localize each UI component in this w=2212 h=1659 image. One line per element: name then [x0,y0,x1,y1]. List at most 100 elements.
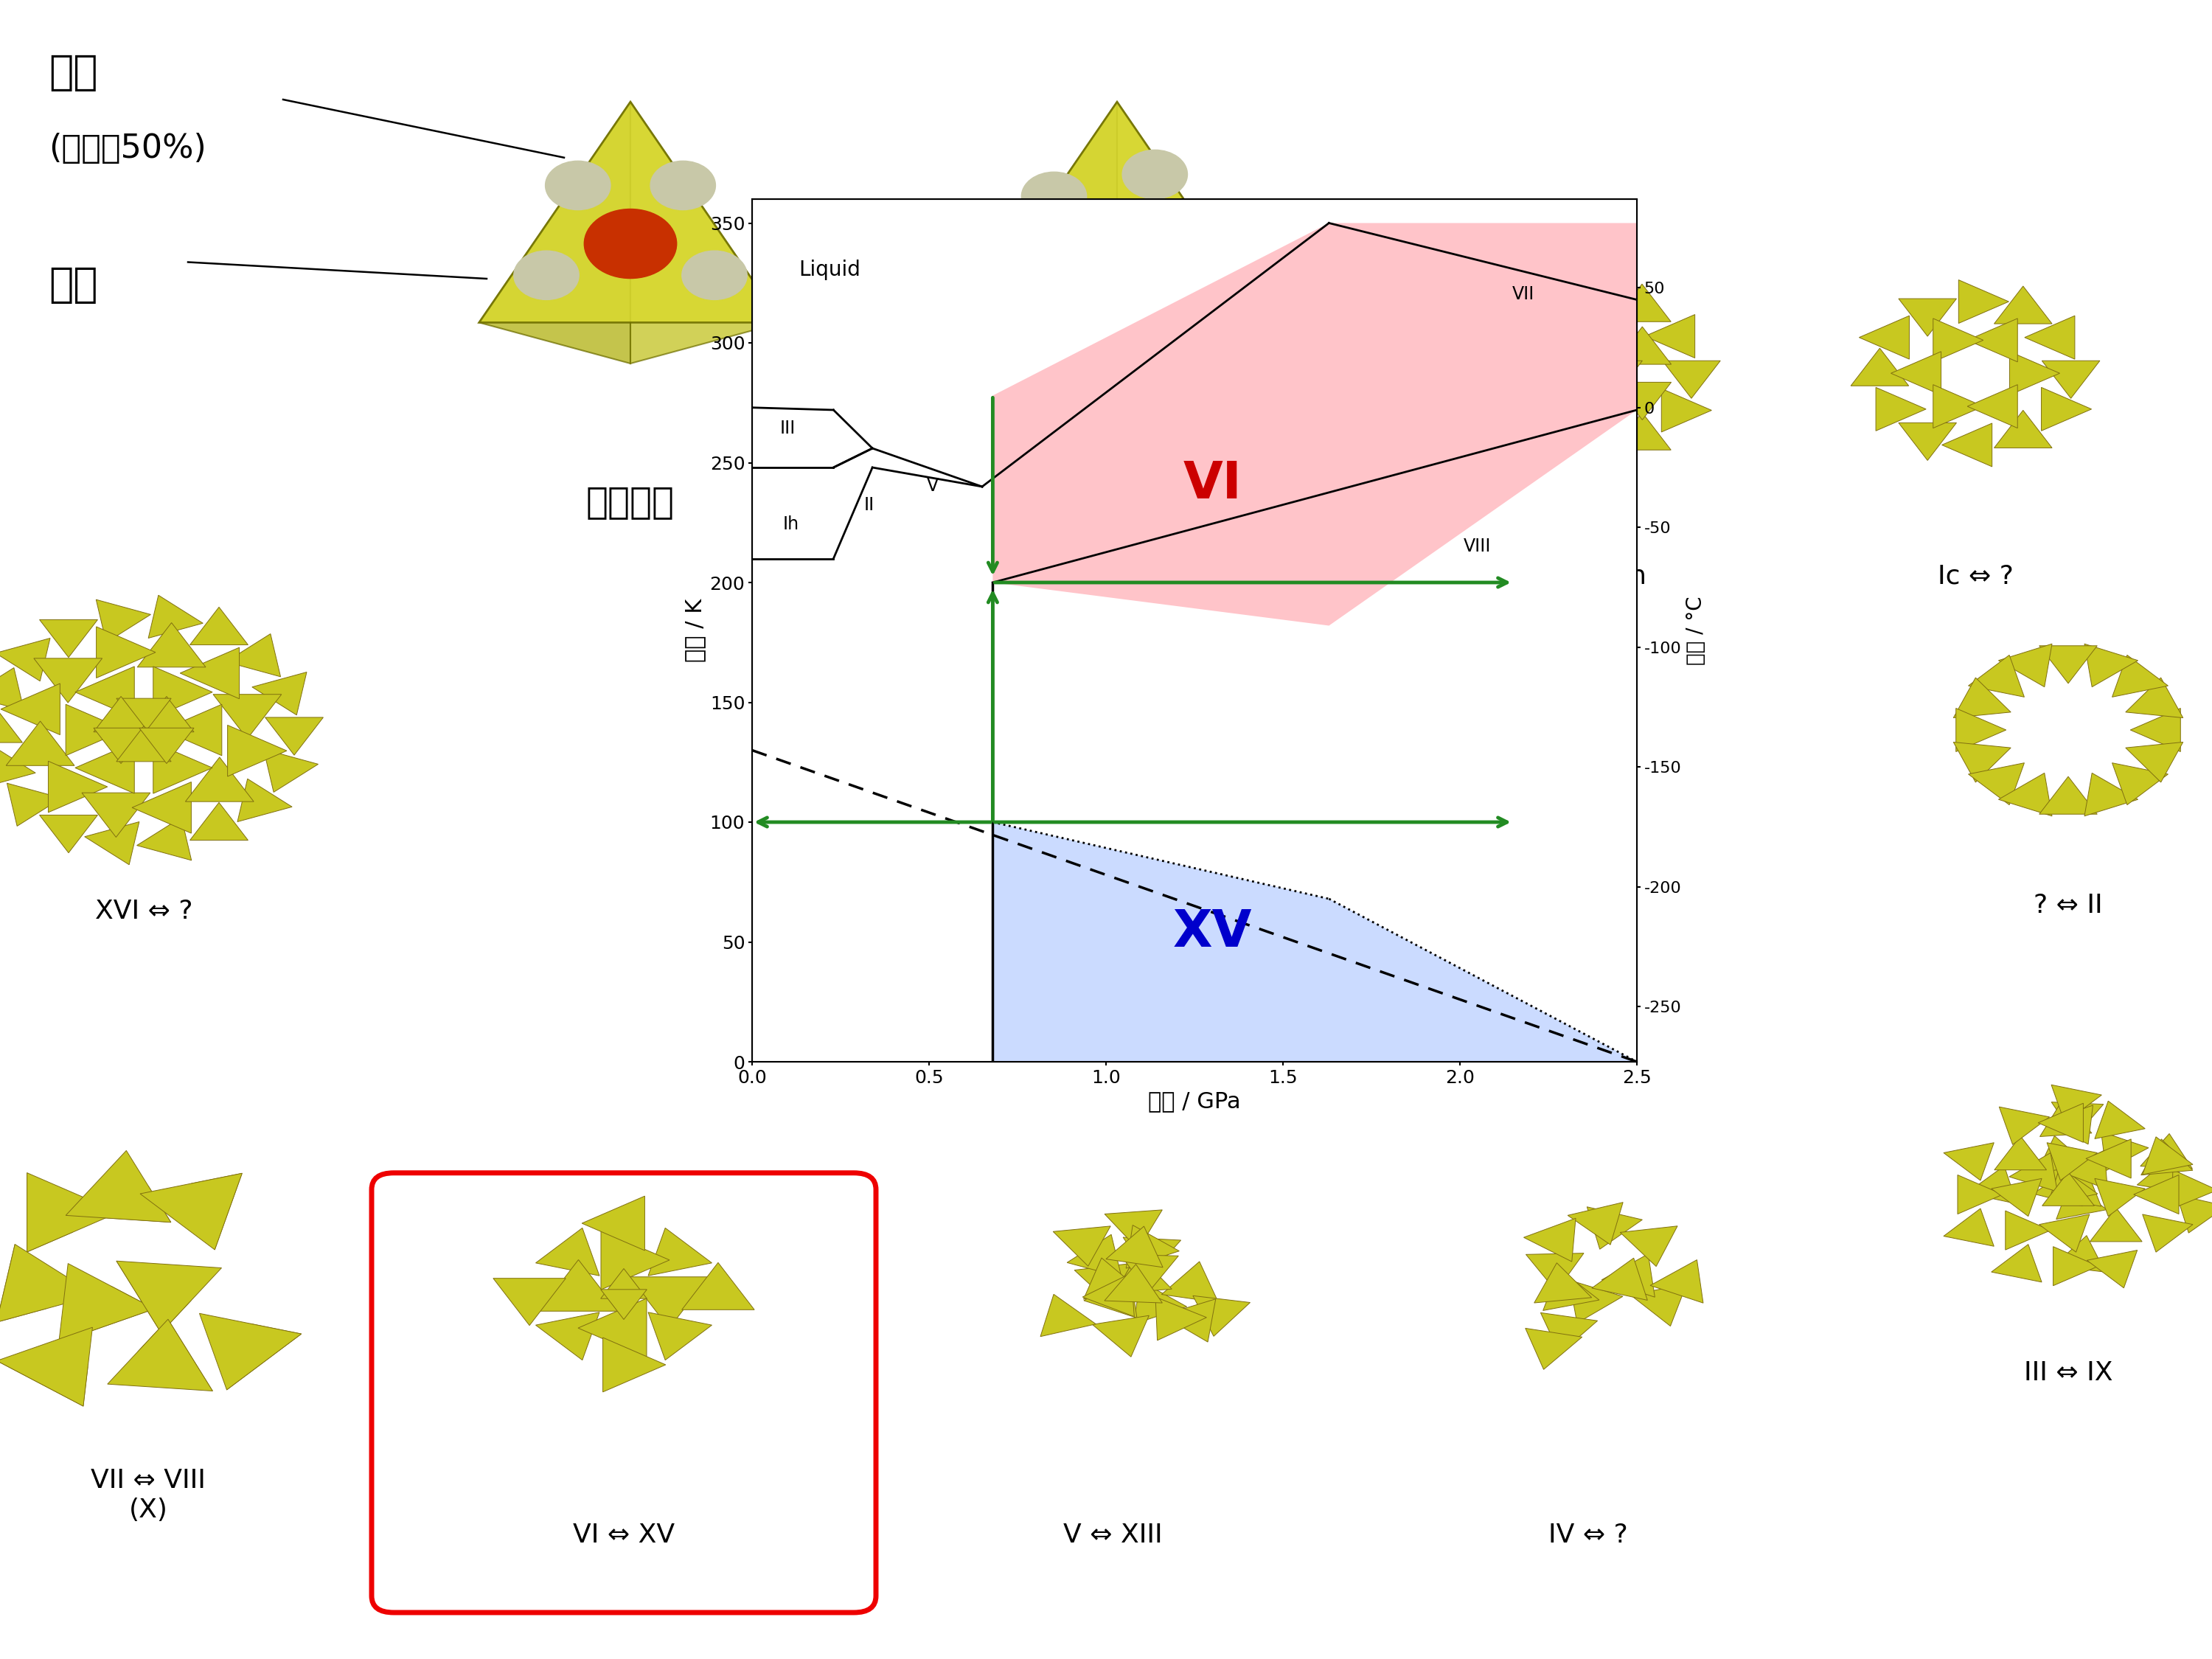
Polygon shape [604,1337,666,1392]
Polygon shape [2086,1251,2137,1287]
Polygon shape [2008,1153,2057,1191]
Polygon shape [648,1228,712,1276]
Polygon shape [2141,1140,2192,1175]
Polygon shape [93,697,148,732]
Circle shape [546,161,611,209]
Circle shape [975,260,1040,309]
Polygon shape [1933,319,1984,362]
Polygon shape [1613,327,1672,365]
Polygon shape [1104,1209,1161,1249]
Polygon shape [630,101,781,363]
Polygon shape [1630,1284,1686,1326]
Polygon shape [1995,285,2053,324]
Polygon shape [1126,1224,1179,1267]
Polygon shape [1473,315,1524,358]
Circle shape [650,161,714,209]
Polygon shape [2112,655,2168,697]
Polygon shape [1575,277,1626,320]
Polygon shape [1613,284,1670,322]
Text: Liquid: Liquid [799,259,860,280]
Polygon shape [139,728,195,763]
Polygon shape [1995,1136,2046,1170]
Circle shape [1022,173,1086,221]
Polygon shape [1192,1296,1250,1335]
Polygon shape [1066,1234,1121,1277]
Text: VI: VI [1183,460,1241,509]
Polygon shape [75,667,135,718]
Polygon shape [681,1262,754,1309]
Polygon shape [164,705,221,755]
Polygon shape [535,1312,599,1360]
Polygon shape [535,1228,599,1276]
Polygon shape [137,818,192,861]
Polygon shape [1540,1312,1597,1354]
Polygon shape [60,1264,155,1342]
Polygon shape [2000,1107,2051,1145]
Polygon shape [265,717,323,755]
Polygon shape [1891,352,1942,395]
Polygon shape [602,1231,670,1289]
X-axis label: 圧力 / GPa: 圧力 / GPa [1148,1090,1241,1112]
Polygon shape [137,622,206,667]
Polygon shape [1933,385,1984,428]
Text: 無秩序相: 無秩序相 [586,484,675,519]
Polygon shape [0,1360,88,1407]
Polygon shape [2095,1102,2146,1138]
Polygon shape [1650,1259,1703,1302]
Text: Ih ⇔ XIh: Ih ⇔ XIh [1540,564,1646,589]
Polygon shape [226,634,281,677]
Polygon shape [66,1151,170,1223]
Polygon shape [2143,1214,2192,1253]
Polygon shape [228,725,288,776]
Polygon shape [82,793,150,838]
Polygon shape [1524,1218,1575,1261]
Text: V: V [927,478,938,494]
Polygon shape [117,698,170,733]
Polygon shape [2039,1102,2093,1136]
Polygon shape [2172,1170,2212,1209]
Polygon shape [2039,1214,2090,1253]
Polygon shape [2042,360,2099,398]
Polygon shape [66,1186,170,1223]
Polygon shape [1613,413,1670,450]
Polygon shape [2024,1151,2068,1190]
Text: IV ⇔ ?: IV ⇔ ? [1548,1523,1628,1548]
Polygon shape [1613,382,1672,420]
Polygon shape [2053,1246,2099,1286]
Polygon shape [1115,1254,1172,1294]
Polygon shape [480,101,630,363]
Text: V ⇔ XIII: V ⇔ XIII [1064,1523,1161,1548]
Polygon shape [630,1277,708,1329]
Polygon shape [139,1173,241,1249]
Polygon shape [0,1244,95,1322]
Polygon shape [27,1173,73,1253]
Polygon shape [33,659,102,703]
Polygon shape [1991,1244,2042,1282]
Polygon shape [66,705,126,755]
Polygon shape [186,757,254,801]
Polygon shape [139,697,195,732]
Polygon shape [2057,1181,2106,1219]
Polygon shape [1553,347,1610,385]
Polygon shape [1584,360,1641,398]
Text: 秩序相: 秩序相 [1095,484,1161,519]
Polygon shape [1553,375,1610,411]
Polygon shape [1093,1316,1148,1357]
Polygon shape [1515,425,1573,463]
Polygon shape [2177,1194,2212,1233]
Polygon shape [1564,392,1621,428]
Polygon shape [117,1261,221,1332]
Polygon shape [75,742,135,793]
Polygon shape [2062,1150,2108,1190]
Circle shape [1164,236,1230,284]
Circle shape [584,209,677,279]
Polygon shape [117,1261,190,1332]
Polygon shape [2046,1105,2093,1145]
Polygon shape [0,667,24,710]
Polygon shape [540,1259,617,1311]
Polygon shape [1619,1226,1677,1266]
Polygon shape [1526,1329,1582,1369]
Polygon shape [1491,388,1540,431]
Polygon shape [0,745,35,788]
Polygon shape [153,667,212,718]
